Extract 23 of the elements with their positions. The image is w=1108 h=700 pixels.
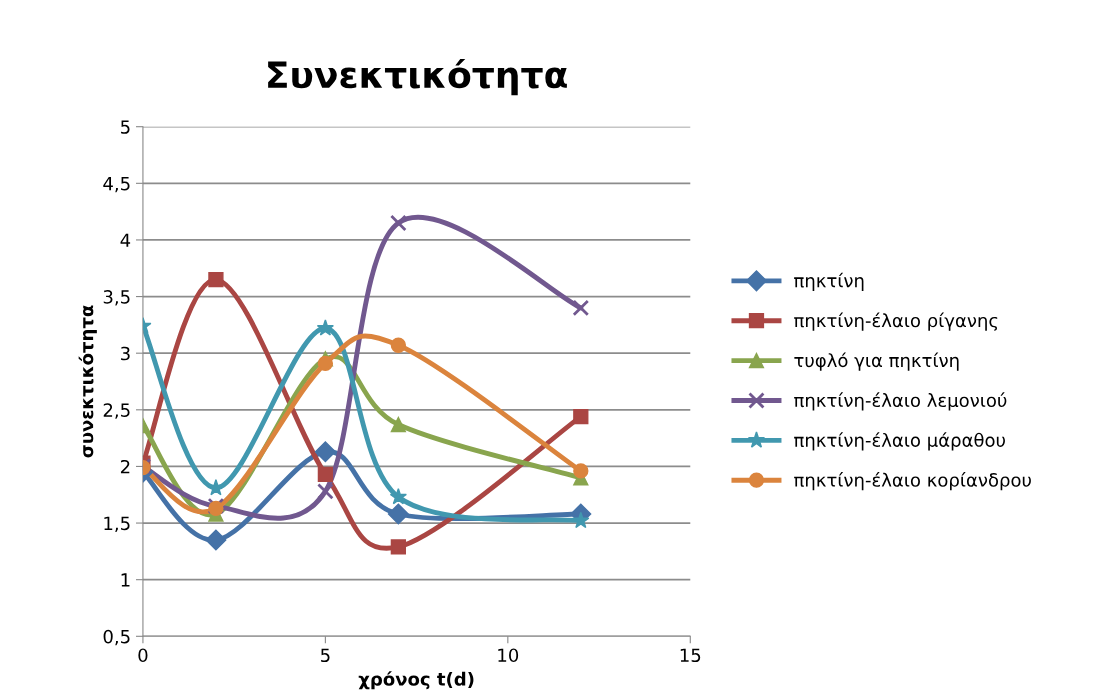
legend-label: πηκτίνη-έλαιο λεμονιού	[794, 392, 1007, 411]
x-tick-label: 15	[680, 648, 701, 663]
y-tick-label: 5	[121, 120, 130, 134]
y-tick-label: 4	[120, 233, 131, 247]
x-tick-label: 10	[498, 648, 519, 663]
legend-label: πηκτίνη-έλαιο μάραθου	[794, 432, 1005, 451]
y-tick-label: 4,5	[103, 177, 130, 193]
y-axis-title: συνεκτικότητα	[78, 305, 97, 458]
y-tick-label: 2	[120, 459, 130, 474]
x-axis-title: χρόνος t(d)	[358, 671, 474, 690]
x-tick-label: 5	[321, 648, 330, 663]
y-tick-label: 1,5	[104, 516, 130, 533]
legend-label: πηκτίνη-έλαιο κορίανδρου	[794, 472, 1031, 491]
legend-label: πηκτίνη	[794, 272, 864, 291]
y-tick-label: 1	[121, 573, 130, 587]
chart-title: Συνεκτικότητα	[268, 58, 567, 96]
y-tick-label: 2,5	[103, 403, 130, 419]
legend-label: τυφλό για πηκτίνη	[794, 352, 959, 371]
y-tick-label: 0,5	[103, 629, 130, 646]
y-tick-label: 3	[121, 346, 130, 361]
y-tick-label: 3,5	[103, 290, 130, 306]
x-tick-label: 0	[138, 648, 148, 663]
legend-label: πηκτίνη-έλαιο ρίγανης	[794, 312, 998, 331]
